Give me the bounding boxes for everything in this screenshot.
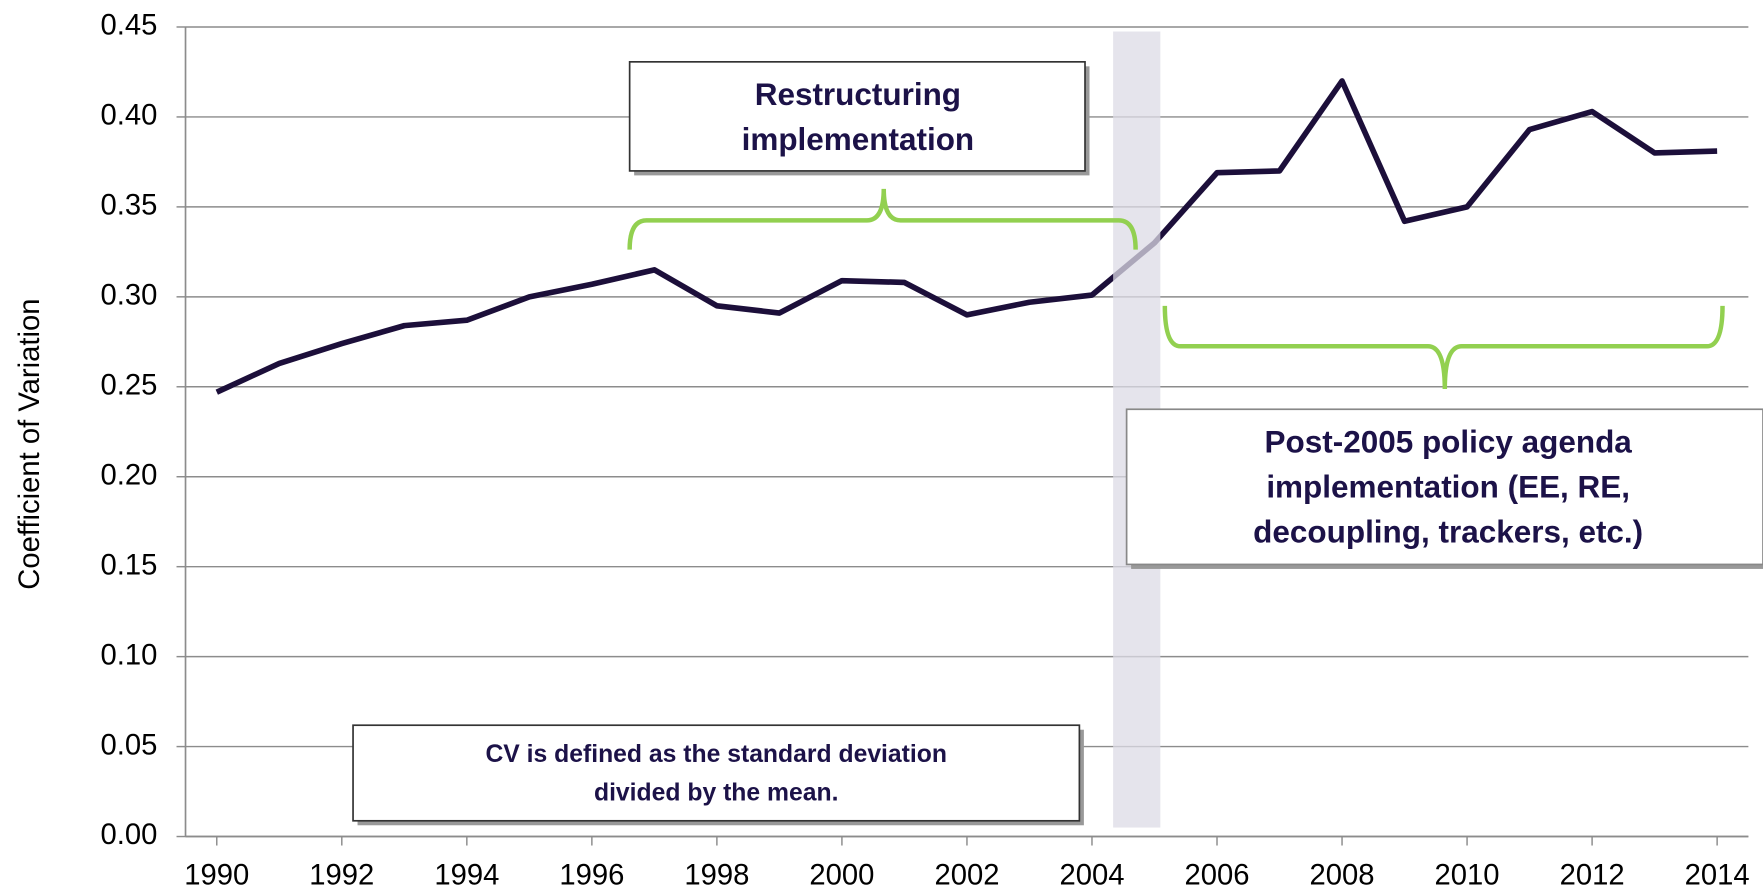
y-tick-label: 0.00: [101, 819, 158, 851]
data-line: [215, 78, 1718, 395]
y-tick-label: 0.30: [101, 280, 158, 312]
y-tick-label: 0.20: [101, 459, 158, 491]
y-tick-label: 0.45: [101, 10, 158, 42]
annotation-text: CV is defined as the standard deviation: [485, 741, 947, 768]
x-tick-label: 1990: [184, 860, 249, 892]
x-tick-label: 1994: [434, 860, 499, 892]
annotation-box: Post-2005 policy agenda implementation (…: [1125, 408, 1763, 569]
y-tick-label: 0.10: [101, 639, 158, 671]
y-tick-label: 0.40: [101, 100, 158, 132]
x-tick-label: 2014: [1685, 860, 1750, 892]
annotation-box: Restructuring implementation: [628, 61, 1090, 176]
y-tick-label: 0.05: [101, 729, 158, 761]
x-tick-label: 2006: [1185, 860, 1250, 892]
y-tick-label: 0.25: [101, 370, 158, 402]
annotation-box: CV is defined as the standard deviation …: [352, 724, 1084, 826]
x-tick-label: 2010: [1435, 860, 1500, 892]
x-tick-label: 2008: [1310, 860, 1375, 892]
x-tick-label: 1998: [684, 860, 749, 892]
annotation-text: implementation (EE, RE,: [1266, 469, 1630, 504]
brace: [1162, 305, 1725, 390]
x-tick-label: 2004: [1059, 860, 1124, 892]
x-tick-label: 2002: [934, 860, 999, 892]
x-tick-label: 2012: [1560, 860, 1625, 892]
grid: 0.00 0.05 0.10 0.15 0.20 0.25 0.30 0.35 0.40 0.45…: [101, 10, 1750, 892]
x-tick-label: 1996: [559, 860, 624, 892]
annotation-text: decoupling, trackers, etc.): [1253, 514, 1643, 549]
x-tick-label: 2000: [809, 860, 874, 892]
annotation-text: Post-2005 policy agenda: [1265, 424, 1633, 459]
y-axis-title: Coefficient of Variation: [14, 298, 46, 589]
annotation-text: implementation: [742, 122, 975, 157]
y-tick-label: 0.15: [101, 549, 158, 581]
x-tick-label: 1992: [309, 860, 374, 892]
lines: [215, 78, 1718, 395]
brace: [627, 188, 1138, 250]
y-tick-label: 0.35: [101, 190, 158, 222]
annotation-text: Restructuring: [755, 77, 961, 112]
annotation-text: divided by the mean.: [594, 779, 839, 806]
